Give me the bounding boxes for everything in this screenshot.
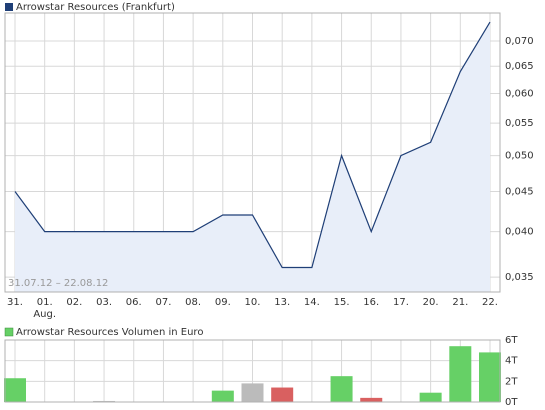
y-tick-label: 0,065 <box>505 61 534 72</box>
x-tick-label: 07. <box>155 297 171 308</box>
y-tick-label: 4T <box>505 356 518 367</box>
x-tick-label: 15. <box>334 297 350 308</box>
x-tick-label: 01. <box>37 297 53 308</box>
y-tick-label: 0,040 <box>505 227 534 238</box>
y-tick-label: 0,055 <box>505 118 534 129</box>
bar <box>479 352 501 402</box>
x-tick-label: 13. <box>274 297 290 308</box>
x-tick-label: 22. <box>482 297 498 308</box>
bar <box>419 392 442 402</box>
plot-frame <box>4 12 501 293</box>
area <box>15 22 490 293</box>
y-tick-label: 0,035 <box>505 272 534 283</box>
x-tick-label: 09. <box>215 297 231 308</box>
y-tick-label: 2T <box>505 376 518 387</box>
bar <box>4 378 26 402</box>
bar <box>241 383 264 402</box>
legend-swatch <box>5 3 13 11</box>
x-tick-label: 16. <box>363 297 379 308</box>
bar <box>360 397 383 402</box>
legend-swatch <box>4 327 14 337</box>
bar <box>211 390 234 402</box>
y-tick-label: 0,050 <box>505 151 534 162</box>
bar <box>93 400 116 402</box>
plot-frame <box>4 339 501 403</box>
y-tick-label: 0T <box>505 397 518 408</box>
x-tick-sublabel: Aug. <box>33 309 56 320</box>
x-tick-label: 02. <box>66 297 82 308</box>
x-tick-label: 14. <box>304 297 320 308</box>
x-tick-label: 17. <box>393 297 409 308</box>
x-tick-label: 21. <box>452 297 468 308</box>
line <box>14 21 491 269</box>
bar <box>330 376 353 402</box>
x-tick-label: 10. <box>245 297 261 308</box>
y-tick-label: 0,060 <box>505 89 534 100</box>
bar <box>271 387 294 402</box>
x-tick-label: 31. <box>7 297 23 308</box>
annotation: 31.07.12 – 22.08.12 <box>8 278 108 289</box>
x-tick-label: 06. <box>126 297 142 308</box>
legend-label: Arrowstar Resources (Frankfurt) <box>16 2 175 13</box>
x-tick-label: 20. <box>423 297 439 308</box>
bar <box>449 346 472 402</box>
legend-label: Arrowstar Resources Volumen in Euro <box>16 327 203 338</box>
y-tick-label: 0,070 <box>505 36 534 47</box>
y-tick-label: 0,045 <box>505 186 534 197</box>
x-tick-label: 08. <box>185 297 201 308</box>
y-tick-label: 6T <box>505 335 518 346</box>
x-tick-label: 03. <box>96 297 112 308</box>
